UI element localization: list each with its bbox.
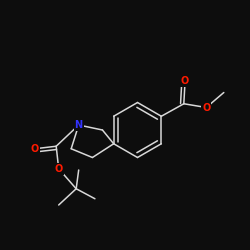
Text: N: N xyxy=(74,120,83,130)
Text: O: O xyxy=(31,144,39,154)
Text: O: O xyxy=(181,76,189,86)
Text: O: O xyxy=(202,102,210,113)
Text: O: O xyxy=(54,164,63,174)
